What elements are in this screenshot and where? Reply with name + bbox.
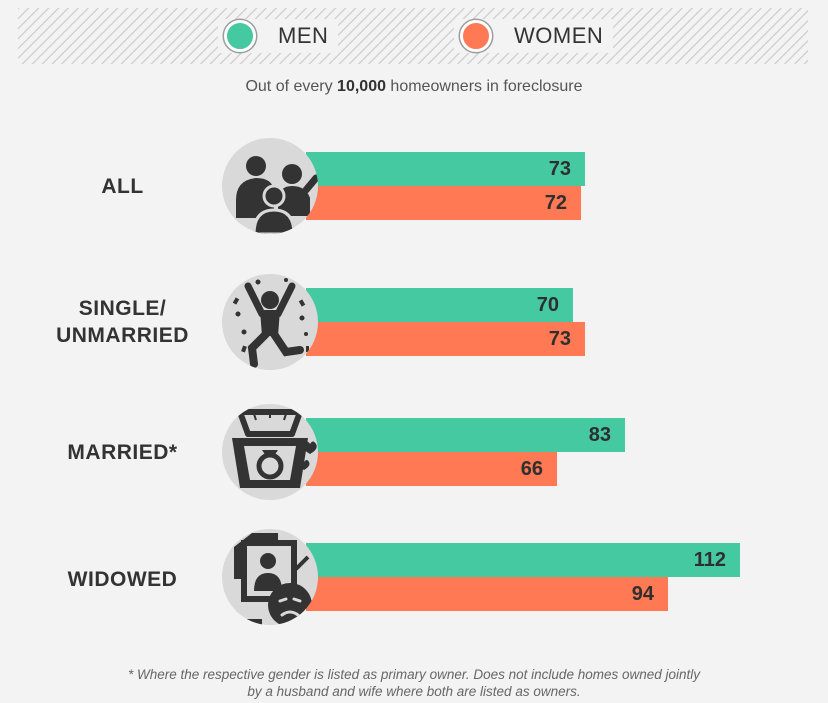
legend-swatch-men bbox=[224, 20, 256, 52]
footnote-line-1: * Where the respective gender is listed … bbox=[127, 667, 701, 682]
legend-label-men: MEN bbox=[278, 23, 329, 48]
bar-men: 70 bbox=[306, 288, 573, 322]
footnote-line-2: by a husband and wife where both are lis… bbox=[247, 684, 581, 699]
family-icon bbox=[222, 138, 318, 234]
subtitle-highlight: 10,000 bbox=[337, 78, 386, 95]
bar-men: 112 bbox=[306, 543, 740, 577]
bar-value-label: 66 bbox=[520, 457, 543, 480]
category-label: WIDOWED bbox=[67, 567, 178, 591]
bar-women: 73 bbox=[306, 322, 585, 356]
legend-label-women: WOMEN bbox=[514, 23, 604, 48]
subtitle-prefix: Out of every bbox=[245, 78, 338, 95]
legend-item-men: MEN bbox=[218, 19, 339, 53]
category-label: MARRIED* bbox=[67, 440, 178, 464]
bar-women: 94 bbox=[306, 577, 668, 611]
bar-value-label: 73 bbox=[548, 157, 571, 180]
celebrating-person-icon bbox=[222, 274, 318, 370]
ring-box-icon bbox=[222, 404, 318, 500]
bar-women: 72 bbox=[306, 186, 581, 220]
bar-men: 73 bbox=[306, 152, 585, 186]
bar-men: 83 bbox=[306, 418, 625, 452]
chart-subtitle: Out of every 10,000 homeowners in forecl… bbox=[0, 78, 828, 96]
legend-swatch-women bbox=[460, 20, 492, 52]
bar-value-label: 83 bbox=[588, 423, 611, 446]
category-label: SINGLE/UNMARRIED bbox=[56, 297, 189, 347]
footnote: * Where the respective gender is listed … bbox=[0, 666, 828, 700]
widowed-portrait-icon bbox=[222, 529, 318, 625]
bar-value-label: 70 bbox=[536, 293, 559, 316]
bar-value-label: 94 bbox=[631, 582, 654, 605]
bar-value-label: 72 bbox=[544, 191, 567, 214]
bar-women: 66 bbox=[306, 452, 557, 486]
legend-item-women: WOMEN bbox=[454, 19, 614, 53]
legend: MEN WOMEN bbox=[18, 8, 808, 64]
bar-value-label: 112 bbox=[693, 548, 726, 571]
subtitle-suffix: homeowners in foreclosure bbox=[385, 78, 583, 95]
category-label: ALL bbox=[101, 174, 144, 198]
bar-value-label: 73 bbox=[548, 327, 571, 350]
